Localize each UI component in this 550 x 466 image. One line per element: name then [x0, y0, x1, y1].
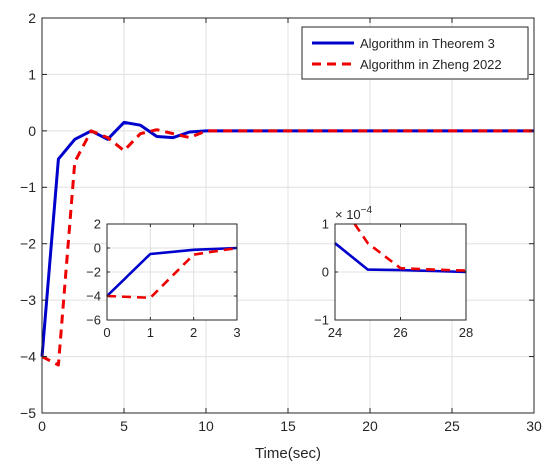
inset1-x-tick-label: 3 [233, 325, 240, 340]
axes-inset1: 0 1 2 3 −6 −4 −2 0 2 [86, 217, 240, 340]
legend-entry-theorem3: Algorithm in Theorem 3 [360, 36, 495, 51]
main-x-tick-label: 10 [198, 418, 214, 434]
main-x-tick-label: 20 [362, 418, 378, 434]
inset2-series-zheng2022-line [353, 223, 467, 272]
inset1-x-tick-label: 2 [190, 325, 197, 340]
main-y-tick-label: 0 [28, 123, 36, 139]
main-x-tick-label: 15 [280, 418, 296, 434]
main-y-tick-label: 2 [28, 10, 36, 26]
inset1-x-tick-label: 0 [103, 325, 110, 340]
inset1-series-zheng2022-line [106, 246, 238, 300]
main-x-tick-label: 30 [526, 418, 542, 434]
inset1-y-tick-label: 2 [94, 217, 101, 232]
legend: Algorithm in Theorem 3 Algorithm in Zheng… [301, 26, 529, 80]
inset2-x-tick-label: 24 [328, 325, 342, 340]
axes-inset2: 24 26 28 −1 0 1 × 10−4 [314, 205, 473, 340]
main-x-tick-label: 25 [444, 418, 460, 434]
axes-main: 0 5 10 15 20 25 30−5−4−3−2−1012Time(sec)Algori… [20, 10, 542, 462]
legend-box [301, 26, 529, 80]
inset1-series-theorem3-line [106, 246, 238, 297]
inset2-exponent-text: × 10−4 [335, 205, 373, 222]
inset1-y-tick-label: 0 [94, 241, 101, 256]
inset2-y-tick-label: 0 [322, 265, 329, 280]
main-y-tick-label: −3 [20, 292, 36, 308]
inset2-series-theorem3-line [334, 242, 467, 274]
main-series-zheng2022-line [41, 128, 534, 367]
inset1-y-tick-label: −2 [86, 265, 101, 280]
inset2-exponent-label: × 10−4 [335, 205, 373, 222]
inset1-y-tick-label: −6 [86, 313, 101, 328]
inset2-x-tick-label: 28 [459, 325, 473, 340]
inset2-x-tick-label: 26 [393, 325, 407, 340]
legend-entry-zheng2022: Algorithm in Zheng 2022 [360, 57, 502, 72]
inset1-x-tick-label: 1 [147, 325, 154, 340]
inset1-y-tick-label: −4 [86, 289, 101, 304]
main-y-tick-label: −2 [20, 236, 36, 252]
main-y-tick-label: −5 [20, 405, 36, 421]
main-x-tick-label: 0 [38, 418, 46, 434]
inset2-y-tick-label: 1 [322, 217, 329, 232]
main-y-tick-label: −4 [20, 348, 36, 364]
x-axis-label: Time(sec) [255, 445, 321, 462]
main-y-tick-label: −1 [20, 179, 36, 195]
main-y-tick-label: 1 [28, 66, 36, 82]
main-x-tick-label: 5 [120, 418, 128, 434]
inset2-y-tick-label: −1 [314, 313, 329, 328]
